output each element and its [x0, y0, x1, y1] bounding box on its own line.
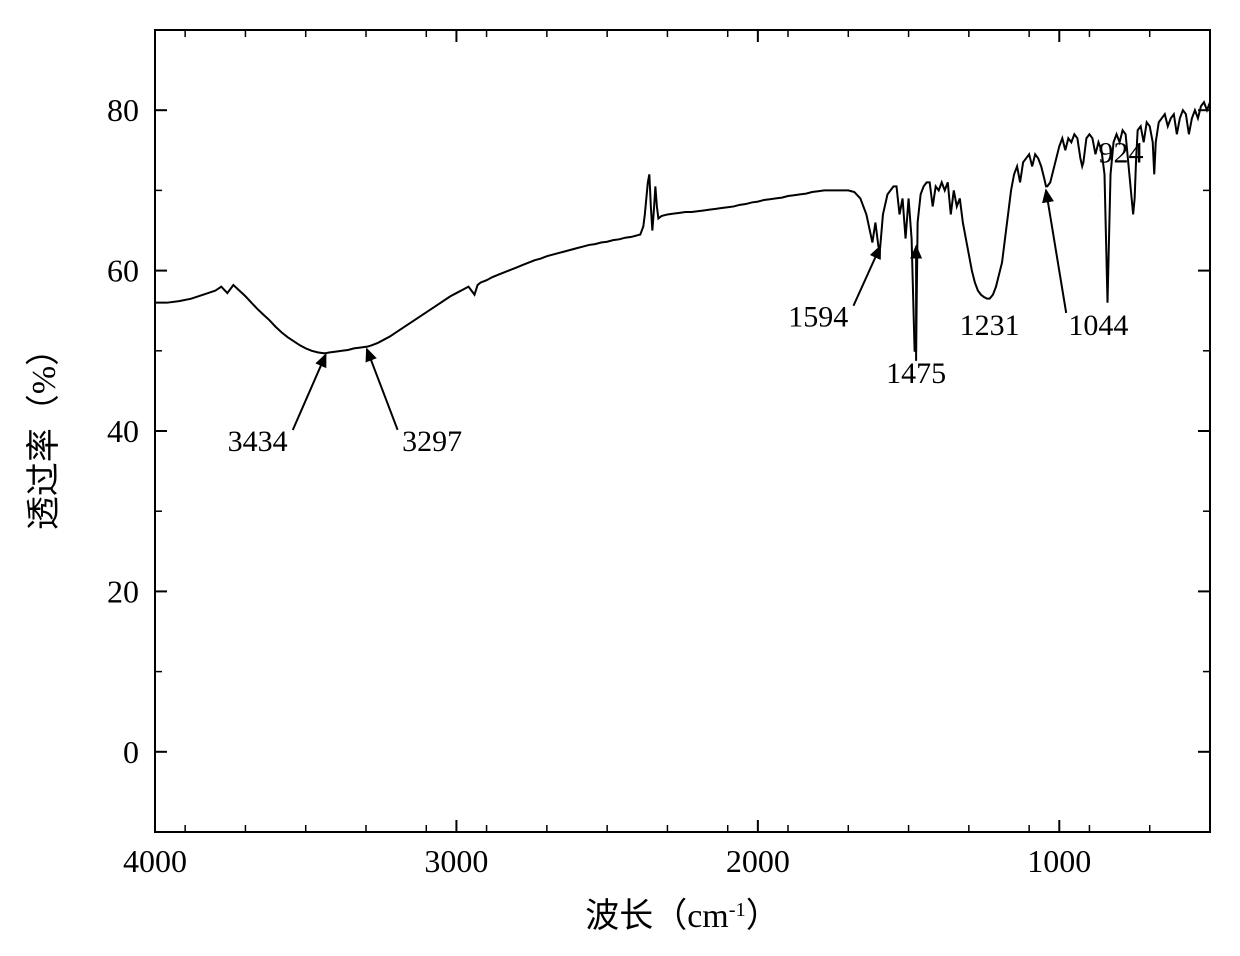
y-axis-label: 透过率（%） — [25, 332, 63, 530]
peak-label: 1594 — [788, 301, 848, 334]
x-tick-label: 3000 — [424, 843, 488, 879]
y-tick-label: 60 — [107, 253, 139, 289]
peak-label: 3297 — [402, 425, 462, 458]
x-tick-label: 2000 — [726, 843, 790, 879]
x-tick-label: 1000 — [1027, 843, 1091, 879]
y-tick-label: 80 — [107, 92, 139, 128]
y-tick-label: 40 — [107, 413, 139, 449]
peak-label: 1475 — [886, 357, 946, 390]
y-tick-label: 20 — [107, 573, 139, 609]
peak-label: 1231 — [960, 309, 1020, 342]
x-tick-label: 4000 — [123, 843, 187, 879]
peak-label: 3434 — [228, 425, 288, 458]
y-tick-label: 0 — [123, 734, 139, 770]
plot-background — [155, 30, 1210, 832]
peak-label: 1044 — [1068, 309, 1128, 342]
peak-label: 924 — [1098, 136, 1143, 169]
x-axis-label: 波长（cm-1） — [585, 897, 780, 935]
